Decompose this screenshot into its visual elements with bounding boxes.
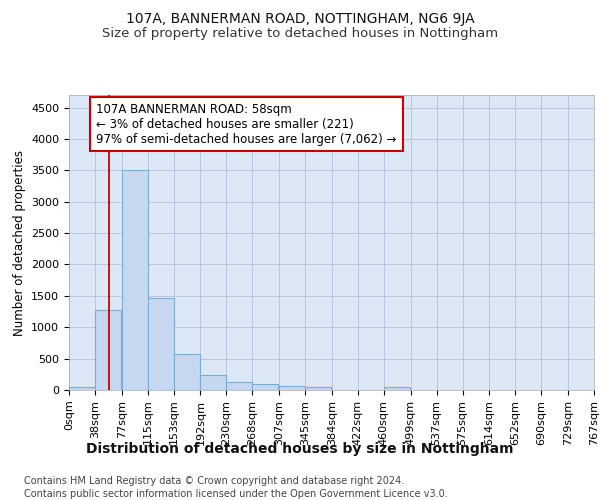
Bar bbox=[122, 170, 148, 390]
Text: 107A BANNERMAN ROAD: 58sqm
← 3% of detached houses are smaller (221)
97% of semi: 107A BANNERMAN ROAD: 58sqm ← 3% of detac… bbox=[97, 102, 397, 146]
Text: Distribution of detached houses by size in Nottingham: Distribution of detached houses by size … bbox=[86, 442, 514, 456]
Bar bbox=[253, 384, 278, 390]
Bar bbox=[148, 298, 174, 390]
Bar bbox=[174, 354, 200, 390]
Text: Size of property relative to detached houses in Nottingham: Size of property relative to detached ho… bbox=[102, 28, 498, 40]
Bar bbox=[226, 382, 253, 390]
Bar bbox=[279, 386, 305, 390]
Text: Contains HM Land Registry data © Crown copyright and database right 2024.: Contains HM Land Registry data © Crown c… bbox=[24, 476, 404, 486]
Bar bbox=[384, 387, 410, 390]
Y-axis label: Number of detached properties: Number of detached properties bbox=[13, 150, 26, 336]
Bar bbox=[69, 387, 95, 390]
Text: 107A, BANNERMAN ROAD, NOTTINGHAM, NG6 9JA: 107A, BANNERMAN ROAD, NOTTINGHAM, NG6 9J… bbox=[125, 12, 475, 26]
Text: Contains public sector information licensed under the Open Government Licence v3: Contains public sector information licen… bbox=[24, 489, 448, 499]
Bar bbox=[305, 388, 331, 390]
Bar bbox=[200, 375, 226, 390]
Bar bbox=[95, 310, 121, 390]
